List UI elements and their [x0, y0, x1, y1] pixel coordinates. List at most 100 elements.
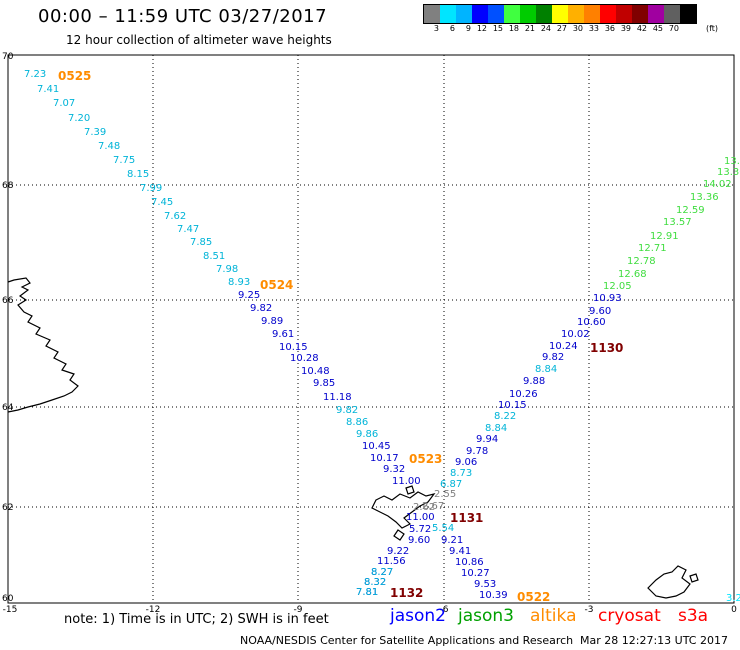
legend-swatch — [584, 5, 600, 23]
wave-height-value: 8.84 — [485, 423, 507, 434]
legend-label: 21 — [524, 24, 535, 33]
wave-height-value: 9.86 — [356, 429, 378, 440]
wave-height-value: 2.62 — [413, 502, 435, 513]
note-text: note: 1) Time is in UTC; 2) SWH is in fe… — [64, 612, 329, 627]
legend-label: 12 — [476, 24, 487, 33]
wave-height-value: 6.87 — [440, 479, 462, 490]
legend-unit: (ft) — [706, 24, 719, 33]
coastline-southeast — [647, 565, 699, 599]
wave-height-value: 10.86 — [455, 557, 484, 568]
wave-height-value: 8.86 — [346, 417, 368, 428]
satellite-altika: altika — [530, 606, 577, 626]
legend-label: 42 — [636, 24, 647, 33]
wave-height-value: 14.02 — [703, 179, 732, 190]
wave-height-value: 10.26 — [509, 389, 538, 400]
wave-height-value: 11.00 — [406, 512, 435, 523]
wave-height-value: 12.71 — [638, 243, 667, 254]
wave-height-value: 10.15 — [498, 400, 527, 411]
legend-label: 6 — [449, 24, 455, 33]
wave-height-value: 10.02 — [561, 329, 590, 340]
wave-height-value: 12.78 — [627, 256, 656, 267]
legend-swatch — [440, 5, 456, 23]
wave-height-value: 12.91 — [650, 231, 679, 242]
wave-height-value: 8.51 — [203, 251, 225, 262]
wave-height-labels: 7.23 7.41 7.07 7.20 7.39 7.48 7.75 8.15 7.99 7.45… — [24, 69, 740, 604]
wave-height-value: 8.73 — [450, 468, 472, 479]
pass-time-label: 0523 — [409, 452, 442, 466]
wave-height-value: 12.68 — [618, 269, 647, 280]
wave-height-value: 9.21 — [441, 535, 463, 546]
legend-label: 3 — [433, 24, 439, 33]
wave-height-value: 9.82 — [336, 405, 358, 416]
legend-swatch — [552, 5, 568, 23]
wave-height-value: 7.81 — [356, 587, 378, 598]
wave-height-value: 9.94 — [476, 434, 498, 445]
wave-height-value: 9.82 — [542, 352, 564, 363]
wave-height-value: 9.85 — [313, 378, 335, 389]
credit-text: NOAA/NESDIS Center for Satellite Applica… — [240, 634, 574, 647]
x-tick-minus9: -9 — [294, 605, 303, 615]
legend-label: 30 — [572, 24, 583, 33]
satellite-jason3: jason3 — [458, 606, 514, 626]
wave-height-value: 9.89 — [261, 316, 283, 327]
pass-time-label: 1132 — [390, 586, 423, 600]
wave-height-value: 10.39 — [479, 590, 508, 601]
y-tick-68: 68 — [2, 181, 14, 191]
legend-swatch — [472, 5, 488, 23]
legend-label: 33 — [588, 24, 599, 33]
legend-swatch — [424, 5, 440, 23]
x-axis-ticks: -15 -12 -9 -6 -3 0 — [3, 605, 737, 615]
wave-height-value: 13.57 — [663, 217, 692, 228]
wave-height-value: 8.32 — [364, 577, 386, 588]
wave-height-value: 9.32 — [383, 464, 405, 475]
wave-height-value: 7.99 — [140, 183, 162, 194]
x-tick-minus6: -6 — [440, 605, 449, 615]
pass-time-label: 1130 — [590, 341, 623, 355]
pass-time-label: 0522 — [517, 590, 550, 604]
y-tick-66: 66 — [2, 296, 14, 306]
wave-height-value: 8.27 — [371, 567, 393, 578]
wave-height-value: 7.81 — [356, 587, 378, 598]
y-axis-ticks: 70 68 66 64 62 60 — [2, 52, 14, 604]
wave-height-value: 13.30 — [717, 167, 740, 178]
wave-height-value: 8.27 — [371, 567, 393, 578]
wave-height-value: 8.32 — [364, 577, 386, 588]
wave-height-value: 10.17 — [370, 453, 399, 464]
wave-height-value: 11.18 — [323, 392, 352, 403]
wave-height-value: 13. — [724, 156, 740, 167]
satellite-jason2: jason2 — [390, 606, 446, 626]
wave-height-value: 8.15 — [127, 169, 149, 180]
y-tick-60: 60 — [2, 594, 14, 604]
wave-height-value: 13.36 — [690, 192, 719, 203]
satellite-cryosat: cryosat — [598, 606, 661, 626]
wave-height-value: 2.67 — [422, 501, 444, 512]
legend-swatch — [680, 5, 696, 23]
wave-height-value: 3.2 — [726, 593, 740, 604]
wave-height-value: 9.88 — [523, 376, 545, 387]
legend-label: 36 — [604, 24, 615, 33]
plot-frame — [7, 54, 735, 604]
wave-height-value: 9.25 — [238, 290, 260, 301]
wave-height-value: 10.15 — [279, 342, 308, 353]
legend-swatch — [520, 5, 536, 23]
wave-height-value: 8.22 — [494, 411, 516, 422]
satellite-s3a: s3a — [678, 606, 709, 626]
legend-label: 70 — [668, 24, 679, 33]
wave-height-value: 10.45 — [362, 441, 391, 452]
legend-swatch — [632, 5, 648, 23]
wave-height-value: 9.60 — [589, 306, 611, 317]
wave-height-value: 9.82 — [250, 303, 272, 314]
x-tick-minus15: -15 — [3, 605, 18, 615]
legend-swatch — [568, 5, 584, 23]
legend-swatch — [600, 5, 616, 23]
legend-label: 9 — [465, 24, 471, 33]
wave-height-value: 7.07 — [53, 98, 75, 109]
wave-height-value: 8.84 — [535, 364, 557, 375]
wave-height-value: 8.93 — [228, 277, 250, 288]
wave-height-value: 7.20 — [68, 113, 90, 124]
legend-swatch — [664, 5, 680, 23]
coastline-islands — [371, 485, 436, 541]
wave-height-value: 9.22 — [387, 546, 409, 557]
wave-height-value: 5.54 — [432, 523, 454, 534]
wave-height-value: 7.75 — [113, 155, 135, 166]
